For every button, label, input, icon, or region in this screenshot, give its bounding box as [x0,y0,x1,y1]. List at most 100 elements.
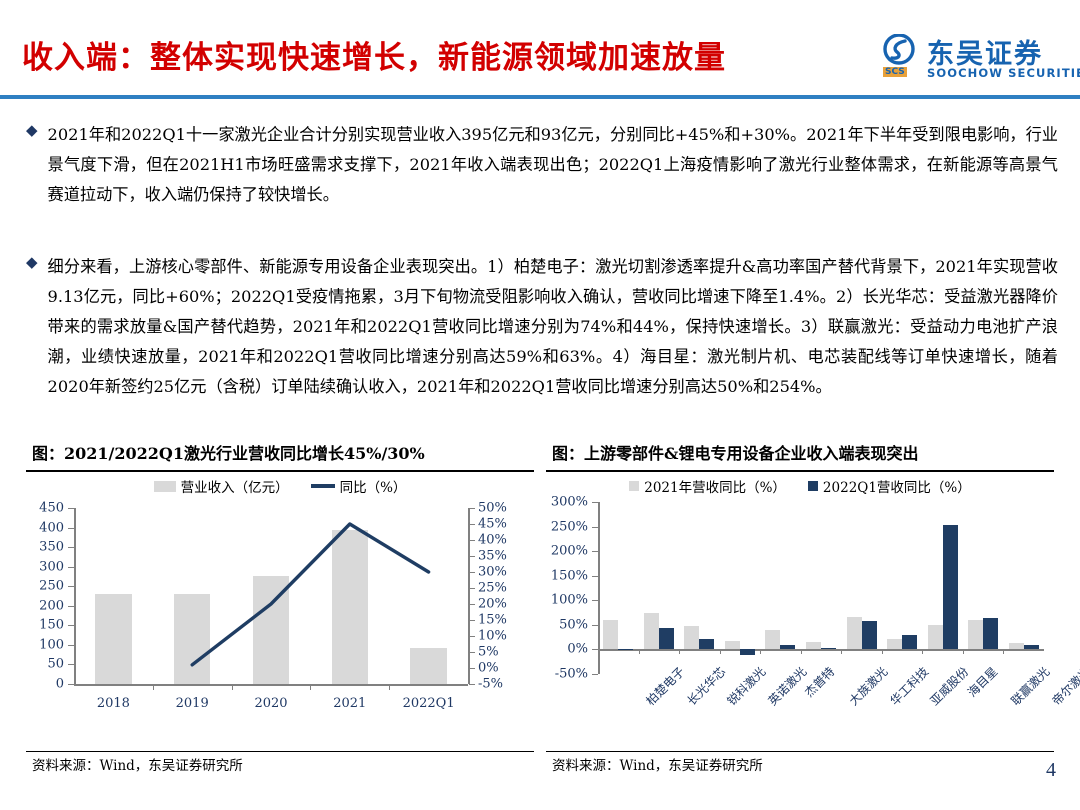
chart-panel-left: 图：2021/2022Q1激光行业营收同比增长45%/30% 营业收入（亿元） … [26,436,534,776]
x-tick [638,649,640,655]
y-tick-label: 150% [550,568,588,584]
x-tick [679,649,681,655]
x-tick-label: 柏楚电子 [643,664,688,709]
y-tick-right [469,604,475,605]
bar-revenue [174,594,211,684]
legend-label-yoy: 同比（%） [339,480,407,496]
y-tick-label-left: 100 [39,637,64,653]
y-tick-left [68,586,74,588]
bar-2021 [765,629,781,650]
y-tick-label-right: 50% [478,500,507,516]
y-tick-right [469,508,475,509]
x-tick-label: 长光华芯 [684,664,729,709]
bar-revenue [95,594,132,684]
y-tick-left [68,527,74,529]
y-tick-right [469,524,475,525]
logo-chinese-name: 东吴证券 [927,39,1043,70]
x-tick-label: 锐科激光 [724,664,769,709]
bar-2022q1 [618,648,634,650]
y-tick-label-right: 0% [478,660,499,676]
bar-2021 [927,624,943,650]
x-tick-label: 大族激光 [846,664,891,709]
bar-2021 [643,613,659,650]
x-tick-label: 海目星 [964,664,1000,701]
y-tick-left [68,625,74,627]
bar-2021 [1008,642,1024,650]
legend-item-yoy: 同比（%） [310,476,407,496]
y-tick-label-right: 45% [478,516,507,532]
page-title: 收入端：整体实现快速增长，新能源领域加速放量 [22,40,726,76]
legend-item-revenue: 营业收入（亿元） [153,476,289,496]
header-divider [0,95,1080,99]
x-tick-label: 华工科技 [887,664,931,709]
chart-body-left: 营业收入（亿元） 同比（%） 0 50 100 150 200 250 300 350 400 4… [26,472,534,764]
x-tick-label: 帝尔激光 [1049,664,1080,709]
y-tick-right [469,540,475,541]
chart-title-divider [26,470,534,472]
soochow-logo-icon [883,34,915,65]
bar-2021 [724,641,740,650]
y-tick-label-left: 50 [47,656,64,672]
x-tick [389,684,391,690]
y-tick-label-right: -5% [478,676,504,692]
x-axis [74,684,468,686]
chart-legend-left: 营业收入（亿元） 同比（%） [26,476,534,496]
y-axis-right [468,508,470,684]
x-tick [719,649,721,655]
bar-2021 [846,616,862,650]
chart-body-right: 2021年营收同比（%） 2022Q1营收同比（%） -50% 0% 50% 100%… [546,472,1080,764]
chart-plot-right: -50% 0% 50% 100% 150% 200% 250% 300% 柏楚电子 长光华芯 锐科激… [546,494,1080,744]
y-tick-label-right: 25% [478,580,507,596]
bar-2021 [684,625,700,650]
source-divider [546,750,1054,752]
y-tick-right [469,588,475,589]
bar-revenue [331,529,368,684]
y-tick-right [469,652,475,653]
y-tick [592,502,598,503]
y-tick-label-right: 40% [478,532,507,548]
bar-2022q1 [1023,644,1039,650]
y-tick-label-right: 10% [478,628,507,644]
page-number: 4 [1046,759,1056,781]
y-tick-label: 250% [550,519,588,535]
y-tick-left [68,644,74,646]
chart-panel-right: 图：上游零部件&锂电专用设备企业收入端表现突出 2021年营收同比（%） 202… [546,436,1080,776]
y-tick [592,600,598,602]
y-tick-label-left: 0 [55,676,64,692]
y-tick-right [469,636,475,637]
logo-english-name: SOOCHOW SECURITIES [927,66,1080,80]
y-tick [592,551,598,553]
chart-legend-right: 2021年营收同比（%） 2022Q1营收同比（%） [546,476,1054,496]
bullet-marker-icon: ◆ [26,255,38,271]
y-tick-label-left: 350 [39,539,64,555]
y-tick-label: 200% [550,543,588,559]
y-tick-left [68,547,74,549]
x-tick-label: 2022Q1 [402,696,455,711]
bar-2022q1 [861,620,877,650]
legend-label-2021: 2021年营收同比（%） [644,480,786,496]
y-tick-label: 100% [550,592,588,608]
x-tick [922,649,924,655]
y-tick-right [469,668,475,669]
x-tick [760,649,762,655]
legend-swatch-bar-icon [153,480,176,492]
x-axis-zero [598,649,1044,651]
x-tick-label: 2021 [333,696,367,711]
bullet-paragraph-2: ◆ 细分来看，上游核心零部件、新能源专用设备企业表现突出。1）柏楚电子：激光切割… [26,252,1058,402]
bar-2022q1 [983,618,999,650]
bullet-text-1: 2021年和2022Q1十一家激光企业合计分别实现营业收入395亿元和93亿元，… [47,125,1058,204]
bar-2021 [887,638,903,650]
legend-item-2021: 2021年营收同比（%） [629,476,786,496]
x-tick-label: 联赢激光 [1008,664,1053,709]
y-tick-left [68,566,74,568]
y-tick-left [68,664,74,666]
y-axis-left [74,508,76,684]
source-divider [26,750,534,752]
y-tick-label: 300% [550,494,588,510]
logo-badge: SCS [883,67,907,77]
legend-label-2022q1: 2022Q1营收同比（%） [822,480,971,496]
bar-revenue [252,576,290,684]
y-tick [592,649,598,651]
y-tick-label-left: 250 [39,578,64,594]
